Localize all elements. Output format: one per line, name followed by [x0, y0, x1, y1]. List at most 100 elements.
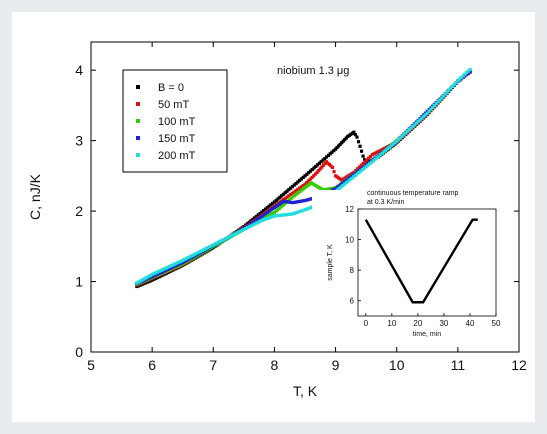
- data-point: [294, 211, 299, 215]
- inset-chart: 0 10 20 30 40 50 6 8 10 12: [312, 190, 512, 338]
- inset-y-tick-label: 8: [350, 266, 355, 275]
- data-point: [341, 183, 345, 188]
- data-point: [296, 191, 300, 195]
- data-point: [318, 167, 322, 171]
- x-tick-label: 10: [389, 357, 405, 373]
- data-point: [170, 263, 174, 267]
- data-point: [251, 220, 255, 224]
- data-point: [217, 240, 221, 244]
- data-point: [312, 174, 316, 178]
- data-point: [282, 202, 287, 206]
- data-point: [404, 131, 408, 135]
- data-point: [249, 222, 253, 226]
- data-point: [274, 209, 278, 213]
- data-point: [296, 200, 300, 204]
- data-point: [245, 225, 250, 230]
- data-point: [240, 228, 244, 232]
- data-point: [262, 209, 266, 213]
- chart-title: niobium 1.3 μg: [277, 65, 349, 77]
- data-point: [256, 216, 261, 221]
- data-point: [182, 257, 187, 262]
- data-point: [387, 145, 392, 149]
- data-point: [294, 192, 299, 196]
- data-point: [271, 211, 275, 216]
- data-point: [292, 200, 297, 204]
- data-point: [247, 220, 251, 224]
- legend-box: [122, 69, 228, 173]
- data-point: [265, 216, 270, 221]
- data-point: [290, 184, 295, 189]
- data-point: [173, 262, 178, 266]
- data-point: [287, 212, 292, 216]
- x-tick-label: 12: [511, 357, 527, 373]
- data-point: [357, 165, 362, 169]
- data-point: [335, 188, 339, 192]
- data-point: [432, 103, 437, 108]
- data-point: [356, 140, 361, 144]
- data-point: [269, 203, 273, 207]
- data-point: [303, 198, 307, 203]
- data-point: [231, 233, 235, 237]
- legend-label: 150 mT: [158, 133, 196, 145]
- data-point: [427, 109, 431, 113]
- data-point: [440, 96, 444, 100]
- data-point: [276, 197, 280, 201]
- legend-label: 50 mT: [158, 99, 189, 111]
- data-point: [150, 278, 154, 282]
- inset-x-tick-label: 50: [492, 319, 501, 328]
- data-point: [255, 221, 259, 225]
- data-point: [305, 172, 309, 176]
- data-point: [258, 211, 262, 216]
- data-point: [215, 241, 219, 245]
- data-point: [145, 275, 149, 279]
- data-point: [253, 219, 257, 223]
- data-point: [382, 150, 386, 154]
- data-point: [155, 270, 160, 274]
- data-point: [368, 154, 373, 159]
- data-point: [365, 158, 369, 162]
- data-point: [220, 238, 224, 242]
- legend-label: 200 mT: [158, 150, 196, 162]
- data-point: [233, 232, 237, 236]
- data-point: [190, 254, 194, 258]
- inset-x-tick-label: 30: [439, 319, 448, 328]
- data-point: [307, 206, 311, 210]
- data-point: [265, 210, 270, 214]
- data-point: [468, 67, 472, 72]
- x-tick-label: 9: [332, 357, 340, 373]
- data-point: [276, 208, 280, 212]
- data-point: [143, 276, 147, 280]
- data-point: [308, 197, 312, 201]
- data-point: [411, 124, 415, 129]
- data-point: [343, 176, 347, 180]
- data-point: [296, 187, 300, 192]
- data-point: [282, 213, 287, 217]
- data-point: [274, 214, 278, 218]
- data-point: [332, 187, 336, 192]
- data-point: [188, 256, 192, 261]
- data-point: [265, 206, 269, 210]
- data-point: [366, 156, 371, 160]
- legend-label: 100 mT: [158, 116, 196, 128]
- data-point: [292, 183, 296, 187]
- data-point: [330, 150, 334, 154]
- data-point: [357, 169, 361, 173]
- data-point: [393, 141, 397, 145]
- data-point: [289, 196, 293, 201]
- data-point: [359, 163, 363, 167]
- data-point: [362, 166, 366, 170]
- data-point: [380, 151, 384, 155]
- data-point: [456, 79, 460, 83]
- data-point: [323, 188, 327, 192]
- data-point: [204, 246, 208, 251]
- data-point: [391, 142, 395, 146]
- data-point: [339, 182, 343, 187]
- data-point: [309, 205, 313, 210]
- legend-label: B = 0: [158, 82, 184, 94]
- data-point: [287, 194, 291, 198]
- data-point: [258, 215, 262, 219]
- inset-y-axis-label: sample T, K: [327, 244, 334, 281]
- data-point: [373, 157, 377, 161]
- data-point: [140, 278, 144, 282]
- data-point: [450, 84, 455, 89]
